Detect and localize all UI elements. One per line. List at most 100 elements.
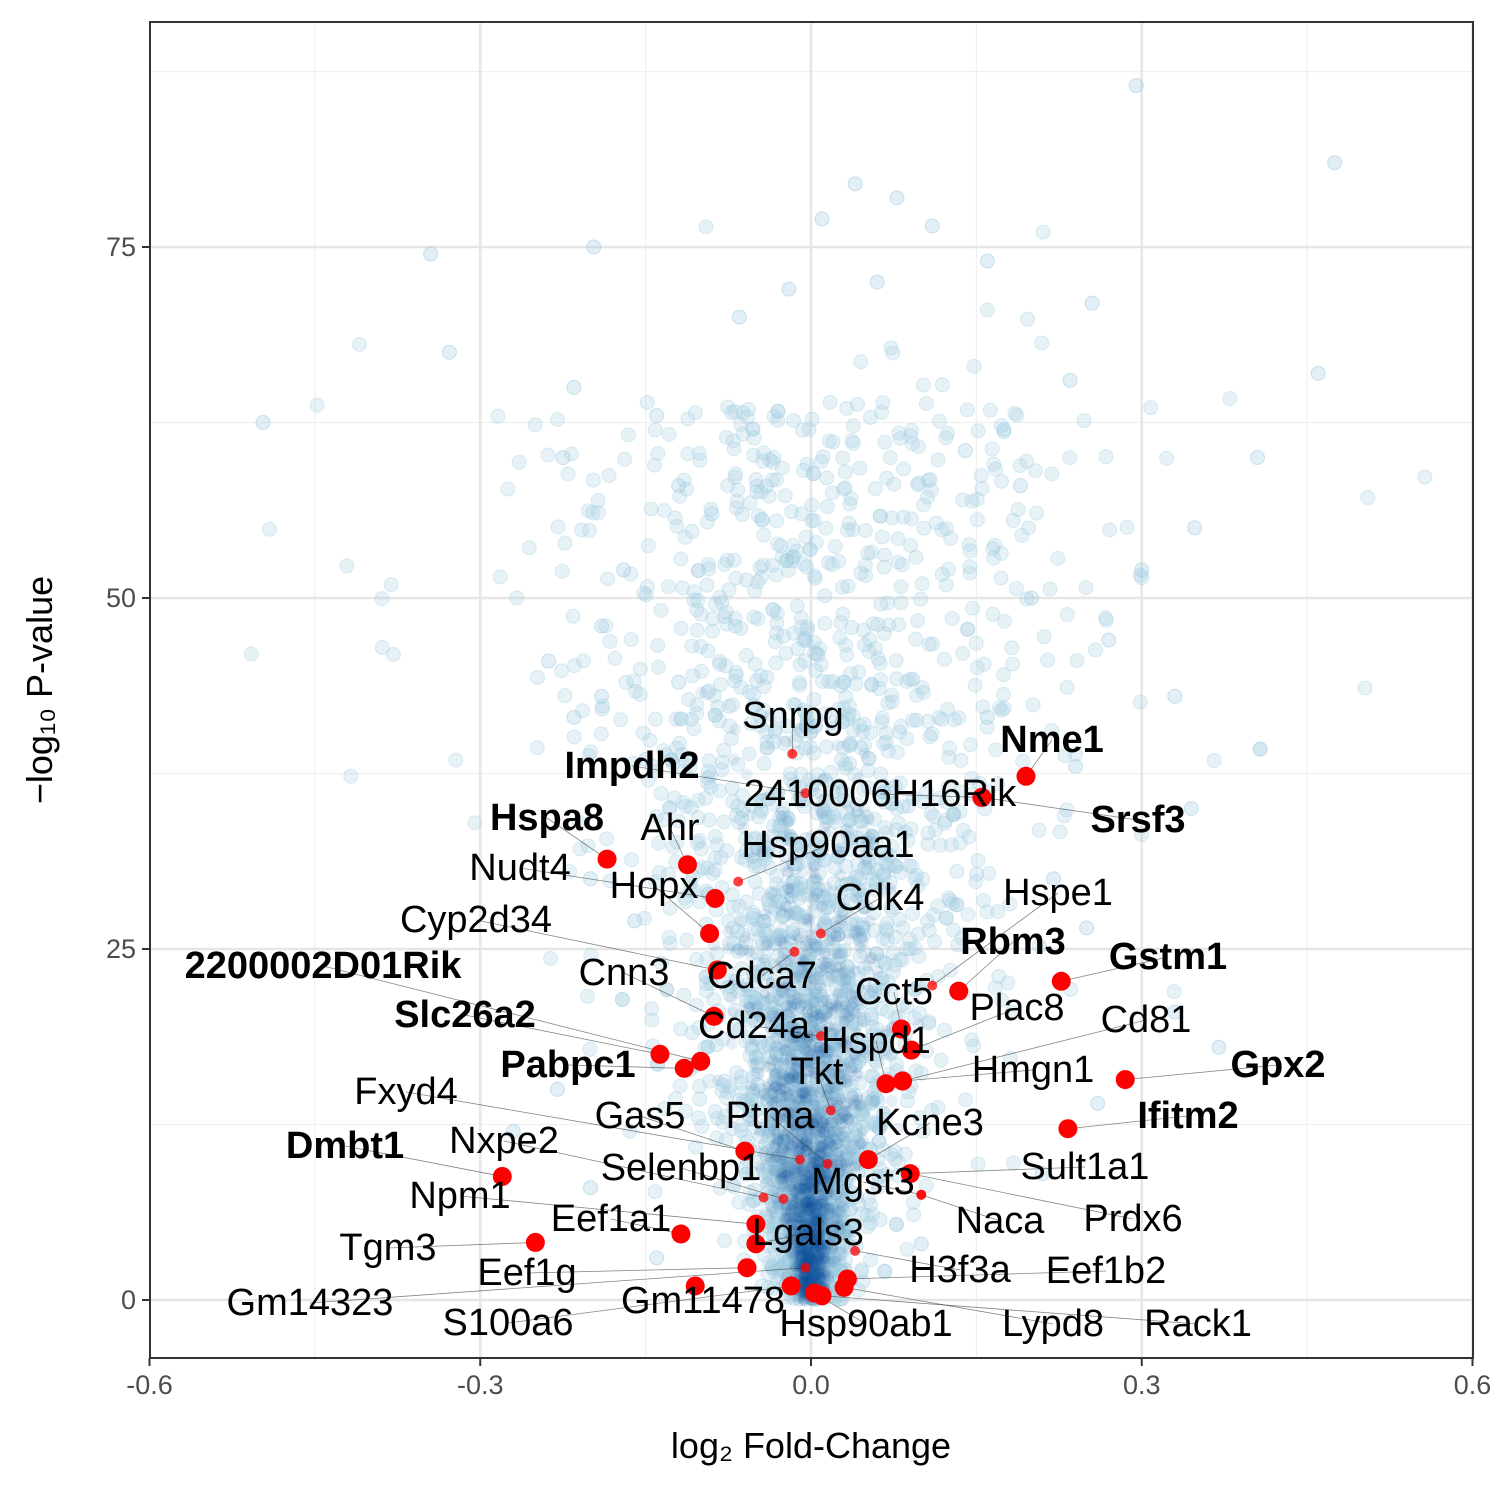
highlight-point bbox=[1016, 766, 1036, 786]
background-point bbox=[831, 1220, 847, 1236]
background-point bbox=[750, 969, 766, 985]
background-point bbox=[623, 632, 639, 648]
background-point bbox=[941, 749, 957, 765]
background-point bbox=[423, 246, 439, 262]
background-point bbox=[650, 659, 666, 675]
background-point bbox=[769, 536, 785, 552]
background-point bbox=[782, 882, 795, 895]
background-point bbox=[823, 1252, 839, 1268]
background-point bbox=[785, 925, 801, 941]
background-point bbox=[490, 408, 506, 424]
background-point bbox=[1044, 466, 1060, 482]
background-point bbox=[741, 1197, 757, 1213]
background-point bbox=[750, 574, 766, 590]
highlight-point bbox=[1115, 1070, 1135, 1090]
background-point bbox=[691, 1020, 707, 1036]
background-point bbox=[797, 1126, 813, 1142]
background-point bbox=[832, 1246, 848, 1262]
background-point bbox=[966, 358, 982, 374]
background-point bbox=[636, 585, 652, 601]
background-point bbox=[811, 1015, 827, 1031]
background-point bbox=[790, 1231, 806, 1247]
background-point bbox=[653, 602, 669, 618]
background-point bbox=[731, 898, 747, 914]
background-point bbox=[500, 481, 516, 497]
background-point bbox=[794, 506, 810, 522]
background-point bbox=[1025, 697, 1041, 713]
background-point bbox=[790, 1088, 806, 1104]
background-point bbox=[789, 1115, 805, 1131]
background-point bbox=[841, 698, 857, 714]
background-point bbox=[785, 874, 801, 890]
background-point bbox=[764, 1260, 780, 1276]
background-point bbox=[832, 1069, 848, 1085]
background-point bbox=[805, 1216, 821, 1232]
background-point bbox=[804, 1175, 820, 1191]
background-point bbox=[875, 736, 891, 752]
background-point bbox=[777, 1207, 793, 1223]
background-point bbox=[835, 450, 851, 466]
background-point bbox=[842, 1217, 858, 1233]
background-point bbox=[801, 1186, 817, 1202]
highlight-point bbox=[525, 1232, 545, 1252]
background-point bbox=[799, 1169, 815, 1185]
background-point bbox=[770, 403, 786, 419]
background-point bbox=[794, 1231, 810, 1247]
background-point bbox=[829, 1184, 845, 1200]
background-point bbox=[807, 941, 823, 957]
background-point bbox=[726, 552, 742, 568]
background-point bbox=[934, 377, 950, 393]
gene-label: Cdk4 bbox=[836, 877, 925, 919]
background-point bbox=[675, 580, 691, 596]
highlight-point bbox=[825, 1105, 836, 1116]
background-point bbox=[686, 592, 702, 608]
background-point bbox=[607, 650, 623, 666]
background-point bbox=[661, 426, 677, 442]
background-point bbox=[800, 1194, 816, 1210]
background-point bbox=[800, 1166, 816, 1182]
gene-label: Naca bbox=[956, 1200, 1046, 1242]
background-point bbox=[755, 557, 771, 573]
background-point bbox=[818, 1263, 834, 1279]
background-point bbox=[852, 1040, 868, 1056]
background-point bbox=[817, 1198, 833, 1214]
background-point bbox=[835, 1096, 851, 1112]
background-point bbox=[858, 568, 874, 584]
background-point bbox=[730, 943, 746, 959]
background-point bbox=[1357, 680, 1373, 696]
background-point bbox=[762, 1170, 778, 1186]
background-point bbox=[864, 1114, 880, 1130]
background-point bbox=[889, 671, 905, 687]
background-point bbox=[872, 508, 888, 524]
background-point bbox=[797, 986, 813, 1002]
background-point bbox=[1062, 372, 1078, 388]
background-point bbox=[952, 804, 968, 820]
background-point bbox=[798, 1202, 814, 1218]
background-point bbox=[807, 568, 823, 584]
background-point bbox=[931, 710, 947, 726]
background-point bbox=[842, 737, 858, 753]
background-point bbox=[814, 991, 830, 1007]
background-point bbox=[787, 1135, 800, 1148]
background-point bbox=[818, 520, 834, 536]
background-point bbox=[785, 1165, 801, 1181]
background-point bbox=[1252, 741, 1268, 757]
background-point bbox=[985, 541, 1001, 557]
background-point bbox=[877, 434, 893, 450]
gene-label: Pabpc1 bbox=[500, 1044, 635, 1086]
background-point bbox=[806, 851, 822, 867]
background-point bbox=[1084, 295, 1100, 311]
background-point bbox=[751, 886, 767, 902]
background-point bbox=[688, 1139, 704, 1155]
background-point bbox=[835, 606, 851, 622]
highlight-point bbox=[758, 1192, 769, 1203]
background-point bbox=[979, 709, 995, 725]
background-point bbox=[775, 831, 791, 847]
background-point bbox=[699, 577, 715, 593]
background-point bbox=[880, 695, 896, 711]
background-point bbox=[957, 443, 973, 459]
background-point bbox=[818, 1261, 834, 1277]
background-point bbox=[753, 1129, 769, 1145]
background-point bbox=[890, 531, 906, 547]
background-point bbox=[945, 806, 961, 822]
